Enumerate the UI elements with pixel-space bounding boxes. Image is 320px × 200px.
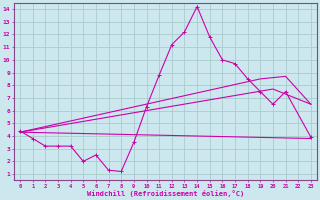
X-axis label: Windchill (Refroidissement éolien,°C): Windchill (Refroidissement éolien,°C) [87, 190, 244, 197]
